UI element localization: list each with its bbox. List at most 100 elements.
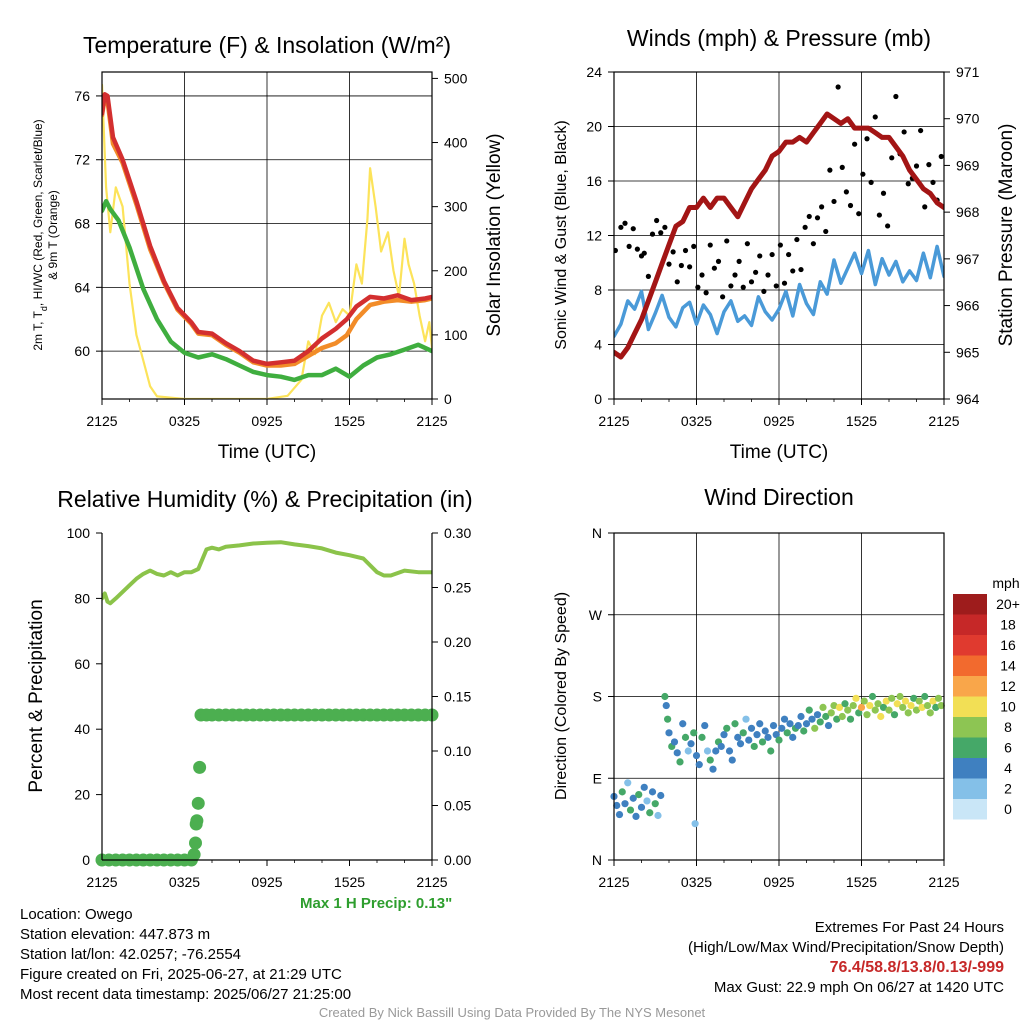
direction-point: [684, 747, 692, 755]
y-axis-label-line2: & 9m T (Orange): [46, 190, 60, 280]
gust-point: [622, 220, 628, 226]
direction-point: [690, 729, 698, 737]
direction-point: [912, 706, 921, 714]
direction-point: [855, 709, 863, 717]
y-tick-label: 68: [74, 216, 90, 232]
y-right-tick-label: 966: [956, 298, 980, 314]
precip-point: [191, 796, 205, 810]
legend-swatch: [953, 799, 987, 820]
direction-point: [841, 700, 849, 708]
direction-point: [753, 731, 761, 739]
y-tick-label: 72: [74, 152, 90, 168]
direction-point: [747, 724, 756, 732]
plot-frame: [613, 71, 945, 400]
gust-point: [773, 283, 779, 289]
gust-point: [699, 272, 705, 278]
gust-point: [728, 283, 734, 289]
direction-point: [648, 788, 657, 796]
gust-point: [753, 269, 759, 275]
gust-point: [777, 242, 783, 248]
direction-point: [681, 733, 690, 741]
wind-speed-line: [614, 244, 944, 339]
legend-swatch: [953, 717, 987, 738]
x-tick-label: 0325: [169, 874, 200, 890]
direction-point: [844, 706, 852, 714]
direction-point: [775, 736, 783, 744]
direction-point: [868, 692, 877, 701]
y-right-tick-label: 964: [956, 391, 980, 407]
gust-point: [847, 202, 854, 209]
gust-point: [839, 164, 845, 170]
legend-swatch: [953, 696, 987, 717]
direction-point: [918, 703, 926, 712]
chart-title: Relative Humidity (%) & Precipitation (i…: [57, 486, 472, 512]
direction-point: [797, 712, 805, 721]
y-axis-label-subscript: d: [39, 306, 49, 311]
created-text: Figure created on Fri, 2025-06-27, at 21…: [20, 966, 342, 983]
gust-point: [819, 204, 825, 210]
y-tick-label: E: [593, 770, 602, 786]
gust-point: [666, 261, 672, 267]
gust-point: [790, 268, 796, 274]
direction-point: [736, 740, 745, 748]
legend-label: 8: [1004, 719, 1012, 735]
x-tick-label: 0925: [251, 413, 282, 429]
direction-point: [764, 733, 772, 741]
y-right-tick-label: 0.30: [444, 525, 471, 541]
gust-point: [885, 223, 891, 229]
direction-point: [890, 711, 899, 719]
y-tick-label: 76: [74, 88, 90, 104]
y-tick-label: 0: [82, 852, 90, 868]
extremes-panel: Extremes For Past 24 Hours (High/Low/Max…: [688, 918, 1004, 998]
direction-point: [750, 742, 758, 751]
direction-point: [866, 701, 874, 710]
direction-point: [676, 758, 684, 766]
gust-point: [626, 243, 632, 249]
y-tick-label: N: [592, 852, 602, 868]
elevation-text: Station elevation: 447.873 m: [20, 926, 211, 943]
direction-point: [819, 703, 827, 712]
gust-point: [711, 265, 717, 271]
y-right-tick-label: 0.25: [444, 580, 471, 596]
direction-point: [860, 697, 868, 705]
direction-point: [932, 703, 940, 712]
direction-point: [921, 692, 929, 701]
latlon-text: Station lat/lon: 42.0257; -76.2554: [20, 946, 242, 963]
direction-point: [915, 697, 923, 705]
direction-point: [879, 703, 888, 712]
direction-point: [691, 820, 699, 828]
y-right-tick-label: 0.05: [444, 798, 471, 814]
precip-point: [189, 836, 202, 850]
direction-point: [679, 720, 687, 728]
x-tick-label: 2125: [598, 874, 629, 890]
direction-point: [692, 751, 701, 760]
pressure-line: [614, 111, 944, 360]
direction-point: [646, 809, 654, 817]
direction-point: [665, 729, 673, 737]
direction-point: [731, 720, 739, 728]
gust-point: [658, 230, 664, 236]
y-right-tick-label: 0.15: [444, 689, 471, 705]
direction-point: [811, 724, 819, 732]
y-right-axis-label: Solar Insolation (Yellow): [484, 133, 505, 336]
y-tick-label: 100: [67, 525, 91, 541]
max-precip-label: Max 1 H Precip: 0.13": [300, 895, 453, 912]
direction-point: [657, 791, 665, 800]
direction-point: [937, 701, 945, 710]
direction-point: [651, 800, 659, 808]
direction-point: [703, 747, 712, 755]
recent-data-text: Most recent data timestamp: 2025/06/27 2…: [20, 986, 352, 1003]
plot-frame: [613, 532, 945, 861]
gust-point: [823, 228, 829, 235]
direction-point: [901, 697, 910, 705]
direction-point: [934, 694, 943, 702]
y-tick-label: 8: [594, 282, 602, 298]
direction-point: [835, 703, 844, 712]
direction-point: [838, 712, 846, 721]
y-axis-label: Sonic Wind & Gust (Blue, Black): [553, 120, 570, 349]
credit-text: Created By Nick Bassill Using Data Provi…: [318, 1005, 706, 1020]
direction-point: [670, 738, 679, 746]
direction-point: [885, 706, 893, 714]
y-right-tick-label: 970: [956, 111, 980, 127]
